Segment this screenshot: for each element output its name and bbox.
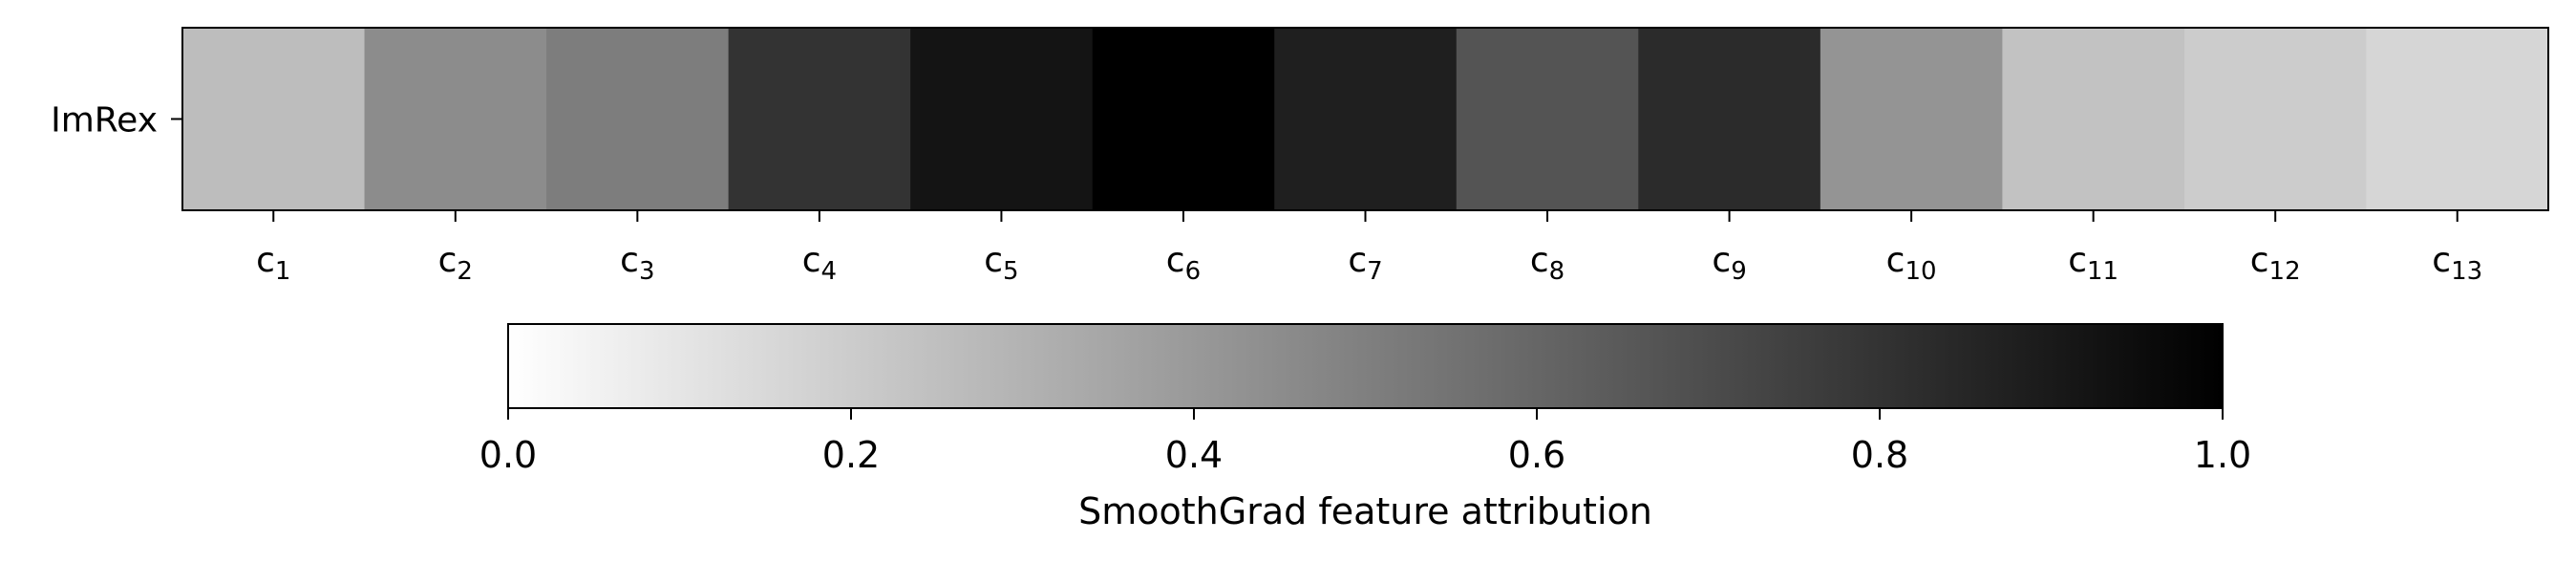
- row-labels: ImRex: [51, 101, 182, 141]
- column-label-c3: c3: [620, 241, 654, 286]
- column-label-c12: c12: [2250, 241, 2301, 286]
- column-label-c10: c10: [1886, 241, 1937, 286]
- colorbar-label: SmoothGrad feature attribution: [1078, 490, 1652, 532]
- heatmap-cell-imrex-c11: [2002, 28, 2185, 210]
- column-label-c4: c4: [802, 241, 837, 286]
- colorbar-tick-label: 1.0: [2194, 434, 2251, 476]
- heatmap-cell-imrex-c7: [1274, 28, 1458, 210]
- heatmap-cell-imrex-c8: [1456, 28, 1639, 210]
- heatmap-cell-imrex-c4: [728, 28, 911, 210]
- colorbar-tick-label: 0.8: [1851, 434, 1908, 476]
- column-label-c2: c2: [438, 241, 473, 286]
- colorbar: [507, 323, 2224, 409]
- column-label-c13: c13: [2432, 241, 2482, 286]
- column-labels: c1 c2 c3 c4 c5 c6 c7 c8 c9 c10 c11 c12 c13: [256, 210, 2482, 286]
- heatmap-cell-imrex-c1: [182, 28, 366, 210]
- column-label-c1: c1: [256, 241, 290, 286]
- colorbar-tick-label: 0.2: [822, 434, 880, 476]
- colorbar-tick-label: 0.0: [479, 434, 537, 476]
- column-label-c7: c7: [1348, 241, 1382, 286]
- colorbar-tick-label: 0.6: [1508, 434, 1565, 476]
- heatmap-cell-imrex-c3: [546, 28, 730, 210]
- heatmap-cell-imrex-c6: [1092, 28, 1275, 210]
- heatmap-cell-imrex-c13: [2366, 28, 2549, 210]
- heatmap-cell-imrex-c5: [910, 28, 1094, 210]
- heatmap-cell-imrex-c12: [2183, 28, 2368, 210]
- heatmap-cell-imrex-c9: [1638, 28, 1821, 210]
- column-label-c9: c9: [1712, 241, 1746, 286]
- heatmap-cell-imrex-c10: [1820, 28, 2003, 210]
- row-label: ImRex: [51, 101, 158, 141]
- column-label-c8: c8: [1530, 241, 1565, 286]
- column-label-c5: c5: [984, 241, 1018, 286]
- heatmap-cell-imrex-c2: [364, 28, 547, 210]
- column-label-c11: c11: [2068, 241, 2118, 286]
- heatmap-cells: [182, 28, 2549, 210]
- colorbar-tick-label: 0.4: [1165, 434, 1223, 476]
- column-label-c6: c6: [1166, 241, 1201, 286]
- colorbar-ticks: 0.0 0.2 0.4 0.6 0.8 1.0: [479, 408, 2251, 476]
